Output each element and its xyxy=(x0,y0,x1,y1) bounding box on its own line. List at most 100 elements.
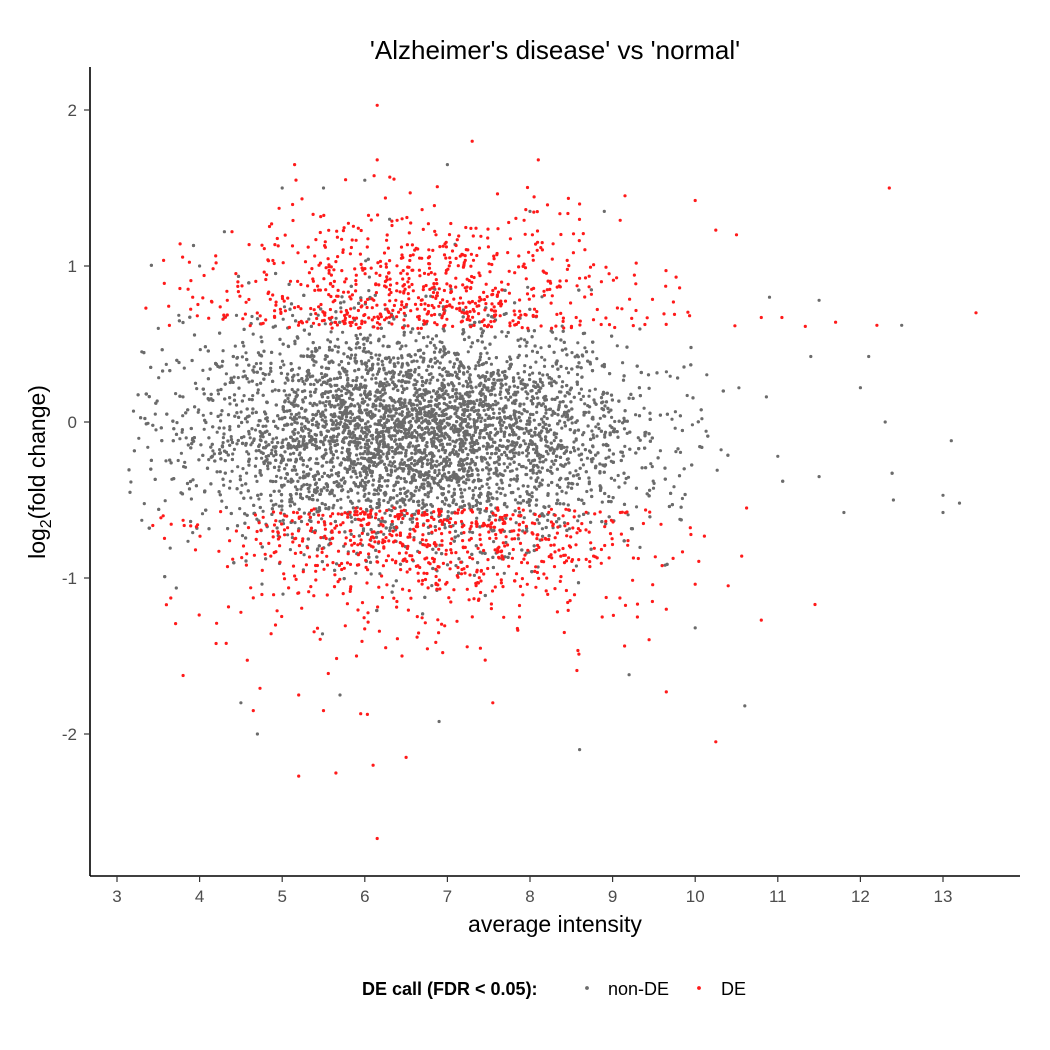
non-de-point xyxy=(392,421,397,425)
non-de-point xyxy=(329,450,333,454)
non-de-point xyxy=(301,379,305,384)
non-de-point xyxy=(314,387,318,391)
non-de-point xyxy=(292,465,296,469)
non-de-point xyxy=(302,511,306,515)
non-de-point xyxy=(563,420,567,425)
non-de-point xyxy=(446,393,450,397)
non-de-point xyxy=(506,398,510,402)
non-de-point xyxy=(429,378,433,382)
non-de-point xyxy=(562,445,566,449)
non-de-point xyxy=(546,452,550,456)
non-de-point xyxy=(247,397,251,401)
non-de-point xyxy=(312,363,316,367)
non-de-point xyxy=(270,389,274,393)
non-de-point xyxy=(603,435,607,439)
non-de-point xyxy=(502,420,506,424)
non-de-point xyxy=(168,546,172,550)
non-de-point xyxy=(261,509,265,513)
non-de-point xyxy=(636,436,640,440)
non-de-point xyxy=(274,502,278,506)
non-de-point xyxy=(220,499,224,503)
non-de-point xyxy=(387,434,391,438)
non-de-point xyxy=(196,410,200,414)
non-de-point xyxy=(502,410,506,414)
non-de-point xyxy=(305,482,309,487)
non-de-point xyxy=(473,367,477,371)
non-de-point xyxy=(197,408,201,412)
non-de-point xyxy=(552,350,556,354)
non-de-point xyxy=(585,489,589,494)
non-de-point xyxy=(228,443,232,447)
non-de-point xyxy=(240,483,244,487)
non-de-point xyxy=(259,361,263,365)
non-de-point xyxy=(280,359,284,363)
non-de-point xyxy=(577,514,581,518)
non-de-point xyxy=(550,384,554,388)
non-de-point xyxy=(301,400,305,404)
non-de-point xyxy=(638,327,642,331)
non-de-point xyxy=(574,564,579,568)
non-de-point xyxy=(528,416,532,420)
non-de-point xyxy=(524,426,528,431)
non-de-point xyxy=(303,382,307,386)
non-de-point xyxy=(515,477,520,481)
non-de-point xyxy=(388,460,392,464)
non-de-point xyxy=(623,444,627,448)
non-de-point xyxy=(369,351,373,355)
non-de-point xyxy=(240,436,244,440)
non-de-point xyxy=(503,450,507,454)
non-de-point xyxy=(499,429,503,433)
non-de-point xyxy=(540,527,545,531)
non-de-point xyxy=(186,539,190,543)
non-de-point xyxy=(561,400,565,404)
non-de-point xyxy=(231,380,235,384)
non-de-point xyxy=(525,422,529,426)
non-de-point xyxy=(242,394,246,398)
non-de-point xyxy=(491,423,495,427)
non-de-point xyxy=(230,469,234,473)
non-de-point xyxy=(367,350,371,354)
non-de-point xyxy=(432,343,436,347)
non-de-point xyxy=(487,472,491,476)
non-de-point xyxy=(387,463,391,467)
non-de-point xyxy=(719,448,723,452)
non-de-point xyxy=(175,421,179,425)
non-de-point xyxy=(431,436,436,440)
non-de-point xyxy=(385,380,389,384)
non-de-point xyxy=(607,448,612,452)
non-de-point xyxy=(249,496,253,500)
non-de-point xyxy=(361,397,365,401)
non-de-point xyxy=(512,454,516,458)
non-de-point xyxy=(370,356,374,360)
non-de-point xyxy=(670,417,674,421)
non-de-point xyxy=(255,317,260,321)
non-de-point xyxy=(180,430,184,434)
non-de-point xyxy=(229,511,233,516)
non-de-point xyxy=(540,355,544,359)
non-de-point xyxy=(603,433,607,437)
non-de-point xyxy=(583,448,588,452)
non-de-point xyxy=(556,413,560,417)
non-de-point xyxy=(391,461,395,465)
non-de-point xyxy=(438,361,442,365)
non-de-point xyxy=(480,387,484,392)
non-de-point xyxy=(270,448,274,452)
non-de-point xyxy=(495,482,499,486)
non-de-point xyxy=(435,437,439,441)
non-de-point xyxy=(334,316,338,320)
non-de-point xyxy=(466,405,470,409)
non-de-point xyxy=(318,492,322,496)
non-de-point xyxy=(552,462,556,466)
non-de-point xyxy=(485,403,489,408)
non-de-point xyxy=(355,376,359,380)
non-de-point xyxy=(324,400,328,404)
non-de-point xyxy=(219,419,223,423)
non-de-point xyxy=(495,460,499,464)
non-de-point xyxy=(523,364,527,368)
non-de-point xyxy=(313,443,317,447)
non-de-point xyxy=(502,571,506,575)
non-de-point xyxy=(457,460,461,464)
non-de-point xyxy=(557,405,561,409)
non-de-point xyxy=(201,413,205,417)
non-de-point xyxy=(559,338,563,342)
